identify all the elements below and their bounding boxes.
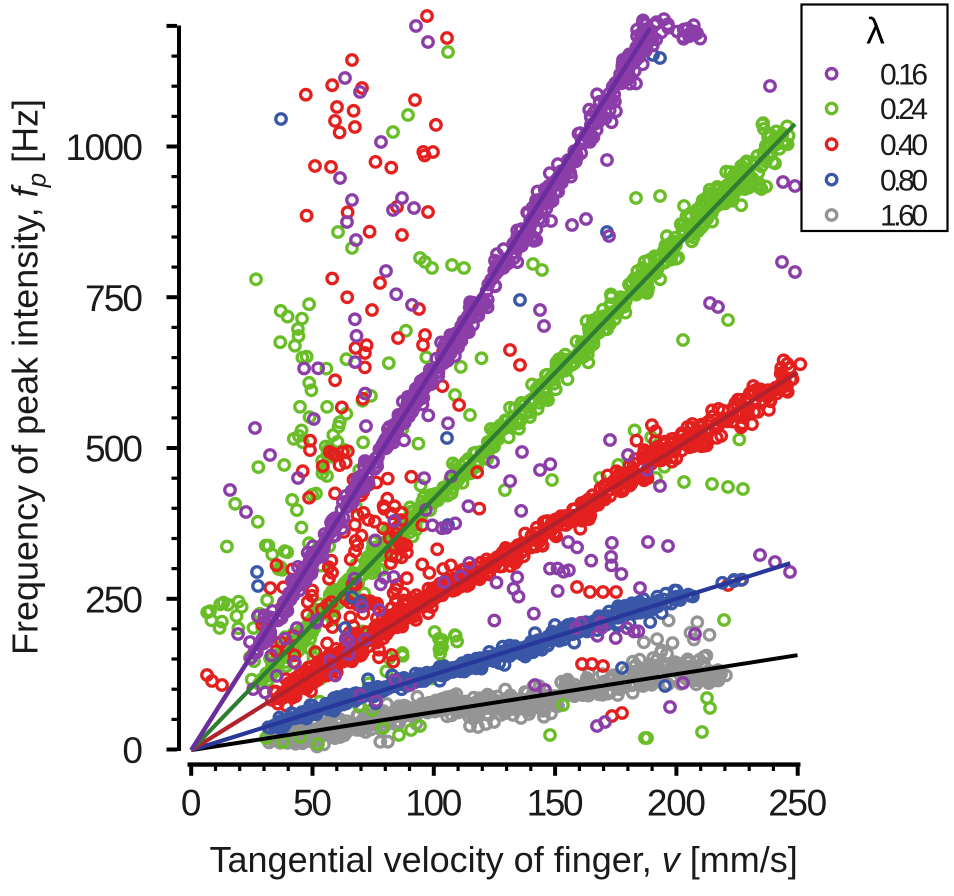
- svg-text:1000: 1000: [66, 127, 144, 168]
- svg-text:λ: λ: [866, 11, 885, 52]
- svg-text:0: 0: [122, 730, 143, 771]
- svg-text:Tangential velocity of finger,: Tangential velocity of finger, v [mm/s]: [210, 839, 798, 880]
- svg-text:0.16: 0.16: [880, 59, 928, 92]
- svg-text:Frequency of peak intensity, f: Frequency of peak intensity, fp [Hz]: [4, 99, 51, 655]
- svg-text:200: 200: [647, 783, 706, 824]
- svg-text:0: 0: [181, 783, 202, 824]
- svg-text:0.24: 0.24: [880, 93, 928, 126]
- svg-text:100: 100: [405, 783, 462, 824]
- svg-text:250: 250: [768, 783, 827, 824]
- svg-text:0.40: 0.40: [880, 129, 928, 162]
- svg-text:0.80: 0.80: [880, 164, 928, 197]
- svg-text:150: 150: [527, 783, 584, 824]
- svg-text:1.60: 1.60: [880, 200, 928, 233]
- svg-text:750: 750: [85, 278, 143, 319]
- svg-text:50: 50: [293, 783, 332, 824]
- svg-text:500: 500: [85, 429, 143, 470]
- svg-text:250: 250: [85, 579, 143, 620]
